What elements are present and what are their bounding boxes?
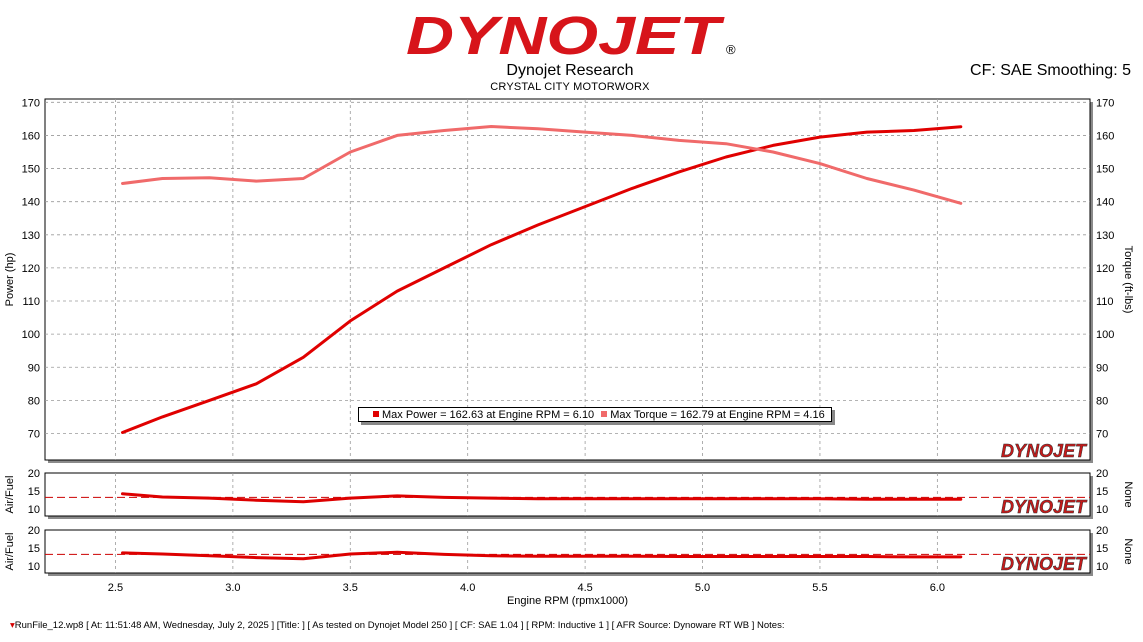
y-tick-label: 15 — [28, 486, 40, 498]
panel-frame — [44, 529, 1091, 574]
y-tick-label: 80 — [28, 395, 40, 407]
dynojet-logo: DYNOJET ® — [406, 6, 736, 64]
legend-torque: Max Torque = 162.79 at Engine RPM = 4.16 — [601, 409, 825, 421]
y-tick-label: 140 — [22, 197, 40, 209]
y2-tick-label: 90 — [1096, 362, 1108, 374]
y2-tick-label: 140 — [1096, 197, 1114, 209]
y-tick-label: 150 — [22, 164, 40, 176]
run-info-text: RunFile_12.wp8 [ At: 11:51:48 AM, Wednes… — [14, 620, 785, 631]
afr-series-line — [121, 550, 963, 561]
chart-panel-2: 10 10 15 15 20 20 Air/Fuel None DYNOJET — [4, 468, 1134, 519]
x-axis-label: Engine RPM (rpmx1000) — [507, 595, 628, 607]
y2-tick-label: 10 — [1096, 504, 1108, 516]
y2-tick-label: 170 — [1096, 97, 1114, 109]
y2-tick-label: 70 — [1096, 429, 1108, 441]
legend-power: Max Power = 162.63 at Engine RPM = 6.10 — [373, 409, 597, 421]
chart-legend: Max Power = 162.63 at Engine RPM = 6.10 … — [358, 407, 832, 422]
y-tick-label: 20 — [28, 525, 40, 537]
report-title: Dynojet Research — [506, 62, 634, 79]
y2-tick-label: 110 — [1096, 296, 1114, 308]
y2-tick-label: 130 — [1096, 230, 1114, 242]
y2-tick-label: 20 — [1096, 468, 1108, 480]
y-tick-label: 100 — [22, 329, 40, 341]
y-tick-label: 130 — [22, 230, 40, 242]
chart-panel-3: 10 10 15 15 20 20 Air/Fuel None DYNOJET — [4, 525, 1134, 576]
x-tick-label: 5.0 — [695, 582, 710, 594]
footer-marker-icon: ▾ — [10, 620, 15, 631]
y-tick-label: 15 — [28, 543, 40, 555]
y-axis-label: Power (hp) — [4, 253, 16, 307]
y-tick-label: 110 — [22, 296, 40, 308]
y-tick-label: 20 — [28, 468, 40, 480]
y2-tick-label: 150 — [1096, 164, 1114, 176]
legend-power-swatch — [373, 411, 379, 418]
y-tick-label: 170 — [22, 97, 40, 109]
panel-watermark: DYNOJET — [1001, 441, 1088, 461]
y2-tick-label: 160 — [1096, 130, 1114, 142]
torque-series-line — [121, 125, 963, 205]
y2-axis-label: None — [1122, 481, 1134, 507]
y-tick-label: 10 — [28, 561, 40, 573]
y-tick-label: 160 — [22, 130, 40, 142]
x-tick-label: 2.5 — [108, 582, 123, 594]
y2-tick-label: 10 — [1096, 561, 1108, 573]
y-tick-label: 10 — [28, 504, 40, 516]
legend-power-text: Max Power = 162.63 at Engine RPM = 6.10 — [382, 409, 595, 421]
y-axis-label: Air/Fuel — [4, 476, 16, 514]
afr-series-line — [121, 492, 963, 504]
chart-panel-1: 70 70 80 80 90 90 100 100 110 110 120 120 130 130 140 1… — [4, 97, 1134, 463]
y2-tick-label: 15 — [1096, 486, 1108, 498]
logo-lettering: DYNOJET — [406, 6, 725, 64]
y2-tick-label: 15 — [1096, 543, 1108, 555]
panel-watermark: DYNOJET — [1001, 497, 1088, 517]
logo-registered-mark: ® — [726, 42, 736, 57]
x-tick-label: 6.0 — [930, 582, 945, 594]
y-tick-label: 90 — [28, 362, 40, 374]
x-tick-label: 5.5 — [812, 582, 827, 594]
panel-frame — [44, 98, 1091, 461]
y2-tick-label: 120 — [1096, 263, 1114, 275]
shop-name: CRYSTAL CITY MOTORWORX — [490, 81, 650, 93]
y2-axis-label: Torque (ft-lbs) — [1122, 246, 1134, 314]
y2-tick-label: 80 — [1096, 395, 1108, 407]
run-info-footer: ▾RunFile_12.wp8 [ At: 11:51:48 AM, Wedne… — [10, 620, 784, 631]
legend-torque-text: Max Torque = 162.79 at Engine RPM = 4.16 — [610, 409, 825, 421]
panel-frame — [44, 472, 1091, 517]
y-tick-label: 120 — [22, 263, 40, 275]
correction-factor: CF: SAE Smoothing: 5 — [970, 62, 1131, 79]
power-series-line — [121, 125, 963, 434]
x-tick-label: 4.5 — [577, 582, 592, 594]
x-tick-label: 4.0 — [460, 582, 475, 594]
y-tick-label: 70 — [28, 429, 40, 441]
y2-axis-label: None — [1122, 538, 1134, 564]
y2-tick-label: 20 — [1096, 525, 1108, 537]
x-tick-label: 3.0 — [225, 582, 240, 594]
y-axis-label: Air/Fuel — [4, 533, 16, 571]
panel-watermark: DYNOJET — [1001, 554, 1088, 574]
y2-tick-label: 100 — [1096, 329, 1114, 341]
legend-torque-swatch — [601, 411, 608, 418]
x-tick-label: 3.5 — [343, 582, 358, 594]
